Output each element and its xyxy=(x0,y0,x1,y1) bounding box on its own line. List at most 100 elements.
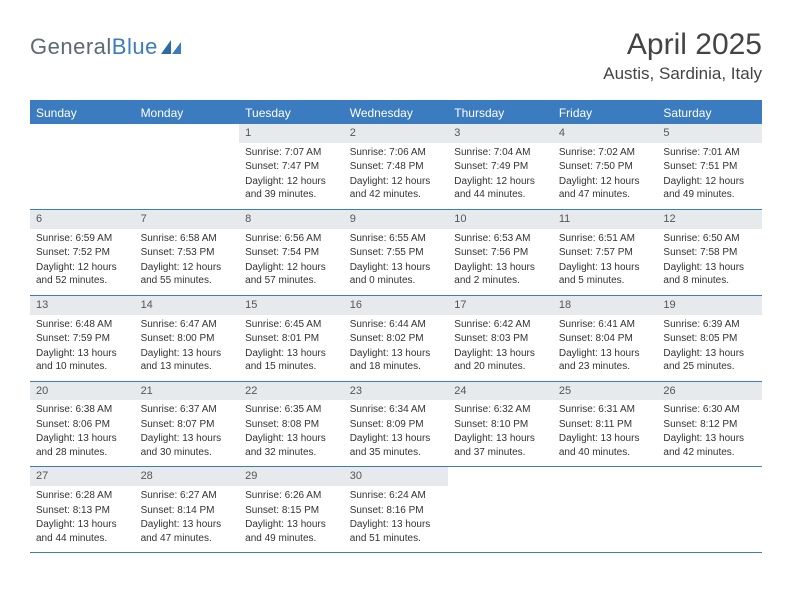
sunrise-line: Sunrise: 7:01 AM xyxy=(663,146,756,160)
daylight-line: Daylight: 13 hours and 20 minutes. xyxy=(454,347,547,374)
sunset-line: Sunset: 8:04 PM xyxy=(559,332,652,346)
day-body: Sunrise: 6:59 AMSunset: 7:52 PMDaylight:… xyxy=(30,229,135,295)
day-number: 20 xyxy=(30,382,135,401)
sunrise-line: Sunrise: 6:37 AM xyxy=(141,403,234,417)
header: GeneralBlue April 2025 Austis, Sardinia,… xyxy=(30,28,762,84)
sunset-line: Sunset: 8:16 PM xyxy=(350,504,443,518)
sunrise-line: Sunrise: 7:07 AM xyxy=(245,146,338,160)
day-body: Sunrise: 6:44 AMSunset: 8:02 PMDaylight:… xyxy=(344,315,449,381)
day-cell: 28Sunrise: 6:27 AMSunset: 8:14 PMDayligh… xyxy=(135,467,240,552)
sunrise-line: Sunrise: 6:58 AM xyxy=(141,232,234,246)
day-number: 4 xyxy=(553,124,658,143)
sunset-line: Sunset: 7:49 PM xyxy=(454,160,547,174)
day-cell: 24Sunrise: 6:32 AMSunset: 8:10 PMDayligh… xyxy=(448,382,553,467)
sunset-line: Sunset: 8:09 PM xyxy=(350,418,443,432)
sunrise-line: Sunrise: 7:02 AM xyxy=(559,146,652,160)
day-number: 19 xyxy=(657,296,762,315)
day-cell: 25Sunrise: 6:31 AMSunset: 8:11 PMDayligh… xyxy=(553,382,658,467)
sunset-line: Sunset: 8:00 PM xyxy=(141,332,234,346)
daylight-line: Daylight: 13 hours and 0 minutes. xyxy=(350,261,443,288)
weekday-header: Thursday xyxy=(448,102,553,124)
sunrise-line: Sunrise: 6:35 AM xyxy=(245,403,338,417)
week-row: 13Sunrise: 6:48 AMSunset: 7:59 PMDayligh… xyxy=(30,296,762,382)
day-cell: 11Sunrise: 6:51 AMSunset: 7:57 PMDayligh… xyxy=(553,210,658,295)
daylight-line: Daylight: 12 hours and 39 minutes. xyxy=(245,175,338,202)
day-number: 15 xyxy=(239,296,344,315)
sunset-line: Sunset: 8:08 PM xyxy=(245,418,338,432)
day-cell: 13Sunrise: 6:48 AMSunset: 7:59 PMDayligh… xyxy=(30,296,135,381)
day-body: Sunrise: 6:35 AMSunset: 8:08 PMDaylight:… xyxy=(239,400,344,466)
daylight-line: Daylight: 13 hours and 44 minutes. xyxy=(36,518,129,545)
daylight-line: Daylight: 13 hours and 8 minutes. xyxy=(663,261,756,288)
sunrise-line: Sunrise: 6:28 AM xyxy=(36,489,129,503)
daylight-line: Daylight: 13 hours and 32 minutes. xyxy=(245,432,338,459)
day-body: Sunrise: 6:28 AMSunset: 8:13 PMDaylight:… xyxy=(30,486,135,552)
day-number: 5 xyxy=(657,124,762,143)
sunset-line: Sunset: 8:01 PM xyxy=(245,332,338,346)
day-cell: 23Sunrise: 6:34 AMSunset: 8:09 PMDayligh… xyxy=(344,382,449,467)
day-cell: 16Sunrise: 6:44 AMSunset: 8:02 PMDayligh… xyxy=(344,296,449,381)
weekday-header: Tuesday xyxy=(239,102,344,124)
sunset-line: Sunset: 8:13 PM xyxy=(36,504,129,518)
day-cell: 10Sunrise: 6:53 AMSunset: 7:56 PMDayligh… xyxy=(448,210,553,295)
day-number: 2 xyxy=(344,124,449,143)
weekday-header: Friday xyxy=(553,102,658,124)
sunrise-line: Sunrise: 6:44 AM xyxy=(350,318,443,332)
sunrise-line: Sunrise: 6:59 AM xyxy=(36,232,129,246)
daylight-line: Daylight: 13 hours and 18 minutes. xyxy=(350,347,443,374)
weekday-header: Wednesday xyxy=(344,102,449,124)
day-number: 14 xyxy=(135,296,240,315)
sunset-line: Sunset: 8:02 PM xyxy=(350,332,443,346)
daylight-line: Daylight: 13 hours and 49 minutes. xyxy=(245,518,338,545)
daylight-line: Daylight: 12 hours and 52 minutes. xyxy=(36,261,129,288)
daylight-line: Daylight: 13 hours and 42 minutes. xyxy=(663,432,756,459)
sunset-line: Sunset: 8:14 PM xyxy=(141,504,234,518)
day-cell: 7Sunrise: 6:58 AMSunset: 7:53 PMDaylight… xyxy=(135,210,240,295)
day-cell: 1Sunrise: 7:07 AMSunset: 7:47 PMDaylight… xyxy=(239,124,344,209)
daylight-line: Daylight: 13 hours and 23 minutes. xyxy=(559,347,652,374)
day-body: Sunrise: 6:48 AMSunset: 7:59 PMDaylight:… xyxy=(30,315,135,381)
day-number: 17 xyxy=(448,296,553,315)
sunset-line: Sunset: 7:55 PM xyxy=(350,246,443,260)
sunset-line: Sunset: 7:53 PM xyxy=(141,246,234,260)
day-cell: 9Sunrise: 6:55 AMSunset: 7:55 PMDaylight… xyxy=(344,210,449,295)
page-title: April 2025 xyxy=(603,28,762,62)
sunset-line: Sunset: 7:52 PM xyxy=(36,246,129,260)
daylight-line: Daylight: 13 hours and 35 minutes. xyxy=(350,432,443,459)
sunrise-line: Sunrise: 6:56 AM xyxy=(245,232,338,246)
daylight-line: Daylight: 12 hours and 47 minutes. xyxy=(559,175,652,202)
logo-word2: Blue xyxy=(112,34,158,59)
empty-cell xyxy=(30,124,135,209)
calendar-page: GeneralBlue April 2025 Austis, Sardinia,… xyxy=(0,0,792,573)
week-row: 20Sunrise: 6:38 AMSunset: 8:06 PMDayligh… xyxy=(30,382,762,468)
daylight-line: Daylight: 13 hours and 51 minutes. xyxy=(350,518,443,545)
week-row: 6Sunrise: 6:59 AMSunset: 7:52 PMDaylight… xyxy=(30,210,762,296)
empty-cell xyxy=(448,467,553,552)
day-body: Sunrise: 6:32 AMSunset: 8:10 PMDaylight:… xyxy=(448,400,553,466)
weeks-container: 1Sunrise: 7:07 AMSunset: 7:47 PMDaylight… xyxy=(30,124,762,553)
sunrise-line: Sunrise: 6:53 AM xyxy=(454,232,547,246)
day-body: Sunrise: 6:53 AMSunset: 7:56 PMDaylight:… xyxy=(448,229,553,295)
sunrise-line: Sunrise: 6:41 AM xyxy=(559,318,652,332)
day-body: Sunrise: 6:47 AMSunset: 8:00 PMDaylight:… xyxy=(135,315,240,381)
daylight-line: Daylight: 13 hours and 13 minutes. xyxy=(141,347,234,374)
day-body: Sunrise: 6:58 AMSunset: 7:53 PMDaylight:… xyxy=(135,229,240,295)
logo-text: GeneralBlue xyxy=(30,34,158,60)
sunrise-line: Sunrise: 6:50 AM xyxy=(663,232,756,246)
day-body: Sunrise: 6:45 AMSunset: 8:01 PMDaylight:… xyxy=(239,315,344,381)
day-body: Sunrise: 6:31 AMSunset: 8:11 PMDaylight:… xyxy=(553,400,658,466)
sunrise-line: Sunrise: 6:34 AM xyxy=(350,403,443,417)
day-cell: 27Sunrise: 6:28 AMSunset: 8:13 PMDayligh… xyxy=(30,467,135,552)
day-number: 11 xyxy=(553,210,658,229)
weekday-header-row: SundayMondayTuesdayWednesdayThursdayFrid… xyxy=(30,102,762,124)
day-number: 30 xyxy=(344,467,449,486)
logo: GeneralBlue xyxy=(30,28,183,60)
day-number: 3 xyxy=(448,124,553,143)
day-body: Sunrise: 7:06 AMSunset: 7:48 PMDaylight:… xyxy=(344,143,449,209)
title-block: April 2025 Austis, Sardinia, Italy xyxy=(603,28,762,84)
daylight-line: Daylight: 13 hours and 37 minutes. xyxy=(454,432,547,459)
weekday-header: Monday xyxy=(135,102,240,124)
day-body: Sunrise: 6:34 AMSunset: 8:09 PMDaylight:… xyxy=(344,400,449,466)
day-number: 26 xyxy=(657,382,762,401)
daylight-line: Daylight: 12 hours and 42 minutes. xyxy=(350,175,443,202)
